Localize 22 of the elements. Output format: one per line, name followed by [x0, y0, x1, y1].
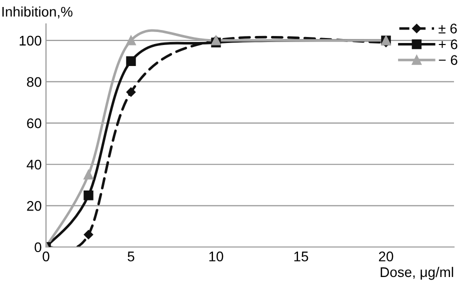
- legend-label: ± 6: [438, 24, 457, 34]
- x-axis-title: Dose, μg/ml: [380, 266, 454, 280]
- y-tick-label: 60: [27, 118, 42, 128]
- point: [84, 190, 94, 200]
- y-tick-label: 40: [26, 160, 42, 170]
- legend-label: + 6: [438, 39, 458, 50]
- y-tick-label: 20: [27, 201, 42, 211]
- x-tick-label: 20: [378, 252, 394, 262]
- legend-label: − 6: [438, 55, 458, 65]
- point: [84, 170, 94, 180]
- point: [126, 36, 136, 46]
- y-tick-label: 0: [34, 242, 42, 252]
- point: [126, 87, 136, 97]
- point: [126, 56, 136, 66]
- x-tick-label: 5: [128, 252, 134, 262]
- y-tick-label: 80: [26, 77, 42, 87]
- point: [84, 230, 94, 240]
- x-tick-label: 15: [294, 252, 308, 262]
- y-tick-label: 100: [20, 36, 42, 46]
- y-axis-title: Inhibition,%: [2, 6, 72, 18]
- x-tick-label: 0: [42, 252, 50, 262]
- x-tick-label: 10: [209, 252, 224, 262]
